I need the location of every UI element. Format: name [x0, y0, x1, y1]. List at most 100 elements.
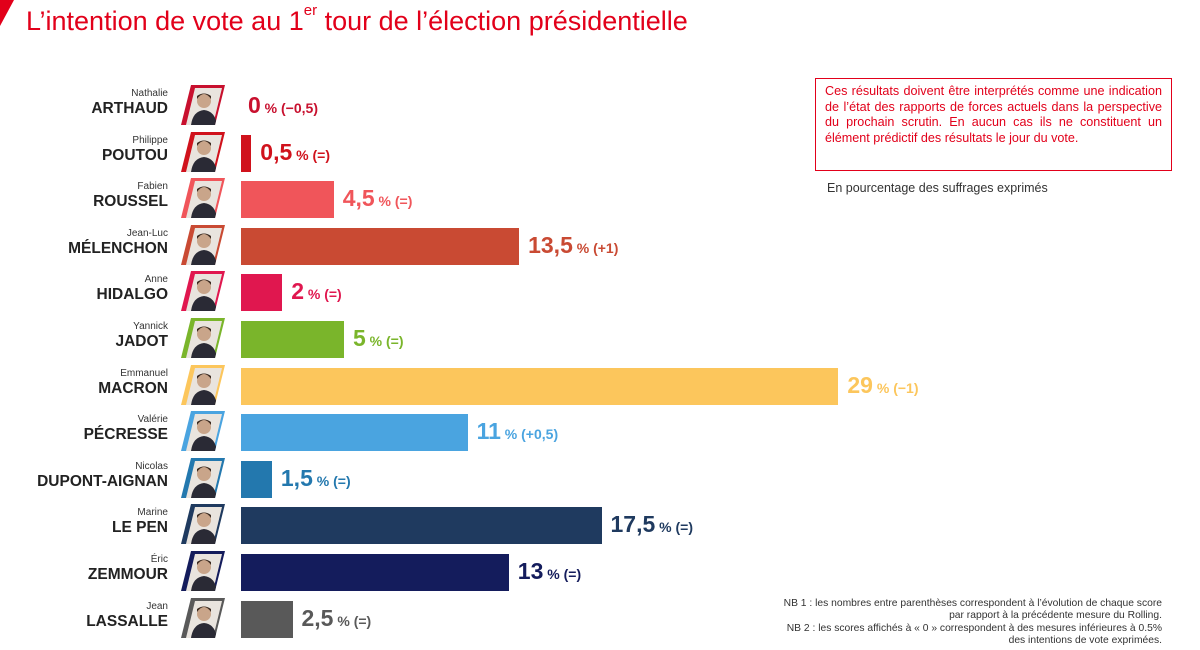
candidate-first-name: Emmanuel: [120, 367, 168, 379]
value-number: 4,5: [342, 185, 375, 212]
candidate-name: Jean-Luc MÉLENCHON: [68, 228, 168, 258]
candidate-last-name: PÉCRESSE: [83, 426, 168, 444]
candidate-row: Nicolas DUPONT-AIGNAN 1,5 % (=): [0, 455, 980, 501]
candidate-portrait-icon: [181, 318, 225, 358]
bar: [241, 274, 283, 312]
footnote-1: NB 1 : les nombres entre parenthèses cor…: [783, 598, 1162, 622]
candidate-name: Philippe POUTOU: [102, 135, 168, 165]
value-change: % (−0,5): [260, 100, 318, 116]
bar: [241, 414, 468, 452]
title-rest-text: tour de l’élection présidentielle: [317, 6, 688, 36]
value-change: % (=): [303, 286, 342, 303]
candidate-row: Nathalie ARTHAUD 0 % (−0,5): [0, 82, 980, 128]
bar: [241, 321, 344, 358]
footnotes: NB 1 : les nombres entre parenthèses cor…: [782, 598, 1162, 648]
candidate-portrait-icon: [181, 85, 225, 125]
candidate-portrait-icon: [181, 551, 225, 591]
candidate-last-name: LASSALLE: [86, 612, 168, 630]
candidate-first-name: Nathalie: [131, 88, 168, 99]
candidate-last-name: ROUSSEL: [93, 193, 168, 211]
bar-chart: Nathalie ARTHAUD 0 % (−0,5) Philippe POUTOU 0…: [0, 82, 980, 650]
bar: [241, 460, 272, 498]
bar: [241, 367, 839, 405]
data-label: 2,5 % (=): [302, 600, 372, 639]
data-label: 17,5 % (=): [611, 506, 694, 545]
candidate-portrait-icon: [181, 597, 225, 638]
value-change: % (=): [292, 146, 331, 163]
candidate-last-name: ARTHAUD: [91, 100, 168, 117]
candidate-first-name: Anne: [144, 274, 168, 286]
candidate-portrait-icon: [181, 364, 225, 405]
value-number: 17,5: [610, 511, 656, 538]
candidate-portrait-icon: [181, 271, 225, 312]
candidate-portrait-icon: [181, 224, 225, 265]
candidate-portrait-icon: [181, 178, 225, 219]
candidate-name: Jean LASSALLE: [86, 601, 168, 631]
bar: [241, 181, 334, 219]
value-number: 0: [248, 92, 261, 118]
bar: [241, 554, 509, 591]
candidate-last-name: LE PEN: [112, 519, 168, 537]
candidate-first-name: Philippe: [132, 134, 168, 146]
value-change: % (=): [543, 566, 582, 582]
value-change: % (=): [312, 472, 351, 489]
data-label: 13 % (=): [518, 553, 581, 592]
candidate-row: Marine LE PEN 17,5 % (=): [0, 501, 980, 547]
bar: [241, 507, 602, 545]
candidate-first-name: Nicolas: [135, 460, 168, 472]
candidate-name: Marine LE PEN: [112, 507, 168, 537]
candidate-name: Yannick JADOT: [115, 321, 168, 351]
candidate-last-name: HIDALGO: [96, 286, 168, 304]
data-label: 13,5 % (+1): [528, 227, 618, 266]
candidate-name: Nathalie ARTHAUD: [91, 88, 168, 118]
candidate-last-name: POUTOU: [101, 146, 168, 164]
data-label: 0 % (−0,5): [248, 87, 318, 126]
candidate-portrait-icon: [181, 131, 225, 172]
value-number: 13,5: [528, 231, 573, 258]
candidate-first-name: Jean-Luc: [126, 227, 168, 239]
value-number: 0,5: [260, 138, 293, 165]
data-label: 29 % (−1): [847, 367, 918, 406]
candidate-name: Emmanuel MACRON: [98, 368, 168, 398]
bar: [241, 600, 293, 638]
candidate-portrait-icon: [181, 457, 225, 498]
candidate-portrait-icon: [181, 411, 225, 452]
candidate-name: Anne HIDALGO: [97, 274, 168, 304]
value-change: % (=): [365, 333, 404, 349]
candidate-row: Éric ZEMMOUR 13 % (=): [0, 548, 980, 594]
disclaimer-box: Ces résultats doivent être interprétés c…: [815, 78, 1172, 171]
candidate-last-name: MACRON: [98, 379, 168, 397]
candidate-row: Emmanuel MACRON 29 % (−1): [0, 362, 980, 408]
value-change: % (−1): [872, 379, 919, 396]
candidate-name: Fabien ROUSSEL: [93, 181, 168, 211]
candidate-name: Éric ZEMMOUR: [88, 554, 168, 584]
data-label: 2 % (=): [291, 273, 342, 312]
candidate-first-name: Valérie: [137, 414, 168, 426]
candidate-row: Jean-Luc MÉLENCHON 13,5 % (+1): [0, 222, 980, 268]
data-label: 5 % (=): [353, 320, 404, 359]
value-change: % (=): [333, 612, 372, 629]
candidate-row: Jean LASSALLE 2,5 % (=): [0, 595, 980, 641]
value-change: % (=): [374, 193, 413, 210]
data-label: 1,5 % (=): [281, 460, 351, 499]
corner-accent-shape: [0, 0, 14, 26]
title-main-text: L’intention de vote au 1: [26, 6, 304, 36]
value-number: 11: [476, 418, 501, 445]
page-title: L’intention de vote au 1er tour de l’éle…: [26, 2, 688, 37]
value-number: 1,5: [280, 464, 313, 491]
value-number: 2,5: [301, 604, 334, 631]
candidate-row: Valérie PÉCRESSE 11 % (+0,5): [0, 408, 980, 454]
candidate-last-name: DUPONT-AIGNAN: [37, 472, 168, 490]
value-change: % (+0,5): [500, 426, 559, 443]
value-number: 29: [847, 371, 873, 398]
candidate-last-name: JADOT: [115, 333, 168, 350]
candidate-row: Anne HIDALGO 2 % (=): [0, 268, 980, 314]
candidate-last-name: MÉLENCHON: [68, 239, 168, 257]
candidate-first-name: Yannick: [133, 321, 168, 332]
candidate-first-name: Éric: [150, 554, 168, 565]
units-note: En pourcentage des suffrages exprimés: [827, 181, 1048, 195]
candidate-last-name: ZEMMOUR: [87, 566, 168, 583]
value-change: % (+1): [572, 239, 619, 256]
candidate-name: Nicolas DUPONT-AIGNAN: [37, 461, 168, 491]
value-change: % (=): [655, 519, 693, 536]
